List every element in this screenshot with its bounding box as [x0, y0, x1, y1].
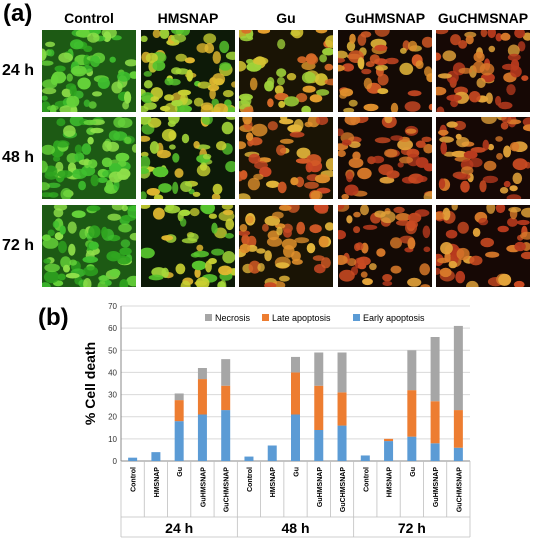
panel-b-label: (b) — [38, 304, 69, 331]
legend-label: Late apoptosis — [272, 313, 331, 323]
y-tick-label: 60 — [108, 324, 117, 333]
category-label: HMSNAP — [387, 467, 394, 498]
bar-segment — [267, 445, 277, 461]
category-label: Control — [131, 467, 138, 492]
bar-segment — [174, 393, 184, 401]
legend-swatch — [262, 314, 269, 321]
category-label: Gu — [177, 467, 184, 477]
bar-segment — [314, 430, 324, 461]
bar-segment — [291, 414, 300, 461]
category-label: GuCHMSNAP — [340, 467, 347, 512]
bar-segment — [128, 457, 138, 461]
micrograph-image — [338, 205, 432, 287]
bar-segment — [407, 390, 417, 437]
bar-segment — [384, 438, 394, 442]
legend-label: Necrosis — [215, 313, 251, 323]
row-label: 48 h — [2, 149, 35, 166]
bar-segment — [430, 443, 440, 461]
micrograph-image — [239, 30, 333, 112]
micrograph-image — [141, 30, 235, 112]
bar-segment — [453, 447, 463, 461]
column-label: HMSNAP — [157, 10, 219, 26]
category-label: GuHMSNAP — [200, 467, 207, 507]
legend-label: Early apoptosis — [363, 313, 425, 323]
y-tick-label: 30 — [108, 391, 117, 400]
bar-segment — [221, 385, 231, 411]
column-label: GuHMSNAP — [344, 10, 426, 26]
category-label: GuHMSNAP — [317, 467, 324, 507]
bar-segment — [314, 385, 324, 430]
bar-segment — [337, 352, 347, 393]
bar-segment — [384, 441, 394, 461]
category-label: HMSNAP — [154, 467, 161, 498]
category-label: GuCHMSNAP — [224, 467, 231, 512]
bar-segment — [197, 368, 207, 380]
bar-segment — [244, 456, 254, 461]
bar-segment — [221, 410, 231, 461]
micrograph-image — [239, 205, 333, 287]
column-label: GuCHMSNAP — [437, 10, 529, 26]
y-tick-label: 20 — [108, 413, 117, 422]
category-label: GuHMSNAP — [433, 467, 440, 507]
micrograph-image — [436, 205, 530, 287]
micrograph-image — [436, 117, 530, 199]
bar-segment — [430, 337, 440, 402]
micrograph-image — [338, 30, 432, 112]
bar-segment — [174, 400, 184, 422]
micrograph-image — [141, 205, 235, 287]
category-label: GuCHMSNAP — [456, 467, 463, 512]
group-label: 72 h — [398, 520, 426, 536]
category-label: HMSNAP — [270, 467, 277, 498]
bar-segment — [291, 372, 300, 415]
bar-segment — [407, 350, 417, 391]
category-label: Control — [363, 467, 370, 492]
panel-a-label: (a) — [3, 0, 33, 27]
y-tick-label: 70 — [108, 302, 117, 311]
category-label: Control — [247, 467, 254, 492]
micrograph-image — [436, 30, 530, 112]
bar-segment — [337, 392, 347, 426]
micrograph-image — [42, 205, 136, 287]
column-label: Gu — [276, 10, 296, 26]
bar-segment — [151, 452, 161, 461]
group-label: 48 h — [281, 520, 309, 536]
micrograph-image — [42, 117, 136, 199]
bar-segment — [314, 352, 324, 386]
legend-swatch — [353, 314, 360, 321]
bar-segment — [360, 455, 370, 461]
y-tick-label: 0 — [113, 457, 118, 466]
bar-segment — [291, 356, 300, 373]
row-label: 72 h — [2, 237, 35, 254]
bar-segment — [430, 401, 440, 444]
micrograph-image — [239, 117, 333, 199]
bar-segment — [407, 436, 417, 461]
bar-segment — [221, 359, 231, 386]
category-label: Gu — [410, 467, 417, 477]
bar-segment — [197, 379, 207, 415]
y-axis-title: % Cell death — [82, 342, 98, 425]
legend-swatch — [205, 314, 212, 321]
micrograph-image — [338, 117, 432, 199]
column-label: Control — [64, 10, 114, 26]
bar-segment — [174, 421, 184, 461]
bar-segment — [337, 425, 347, 461]
category-label: Gu — [294, 467, 301, 477]
row-label: 24 h — [2, 62, 35, 79]
micrograph-image — [42, 30, 136, 112]
y-tick-label: 40 — [108, 368, 117, 377]
group-label: 24 h — [165, 520, 193, 536]
bar-segment — [453, 410, 463, 448]
bar-segment — [453, 325, 463, 411]
stacked-bar-chart: 0 10 20 30 40 50 60 70 % Cell death Control HMSNAP… — [82, 302, 471, 538]
bar-segment — [197, 414, 207, 461]
micrograph-image — [141, 117, 235, 199]
y-tick-label: 50 — [108, 346, 117, 355]
y-tick-label: 10 — [108, 435, 117, 444]
